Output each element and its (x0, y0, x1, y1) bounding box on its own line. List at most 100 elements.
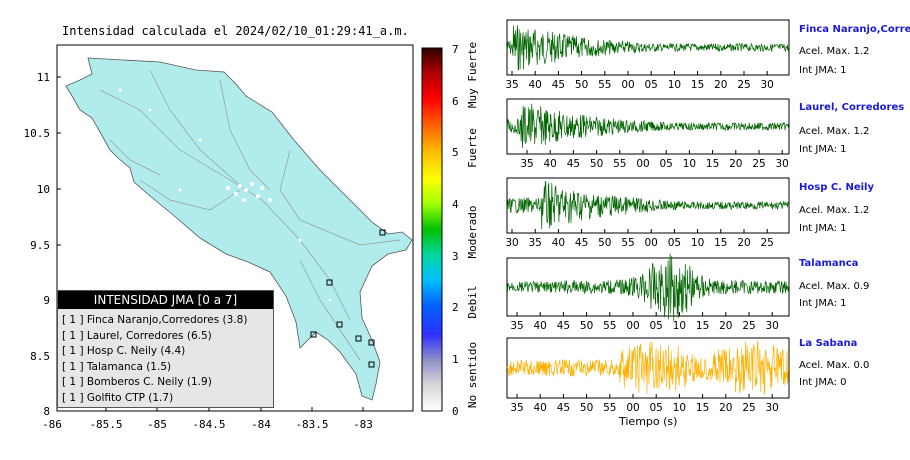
waveform-tick-label: 15 (691, 79, 704, 91)
waveform-trace (506, 340, 789, 395)
colorbar-label: Muy Fuerte (466, 42, 479, 108)
map-title: Intensidad calculada el 2024/02/10_01:29… (62, 24, 409, 38)
colorbar-tick: 6 (452, 95, 459, 108)
waveform-tick-label: 05 (650, 402, 663, 414)
waveform-tick-label: 30 (761, 79, 774, 91)
waveform-tick-label: 45 (567, 158, 580, 170)
colorbar-tick: 7 (452, 43, 459, 56)
waveform-tick-label: 15 (696, 402, 709, 414)
waveform-tick-label: 45 (575, 237, 588, 249)
waveform-tick-label: 05 (660, 158, 673, 170)
waveform-tick-label: 35 (505, 79, 518, 91)
x-tick-label: -85 (147, 418, 167, 431)
waveform-tick-label: 25 (752, 158, 765, 170)
waveform-tick-label: 10 (691, 237, 704, 249)
y-tick-label: 10 (37, 183, 50, 196)
waveform-tick-label: 40 (529, 79, 542, 91)
y-tick-label: 9 (43, 294, 50, 307)
station-accel: Acel. Max. 0.0 (799, 360, 870, 371)
legend-title: INTENSIDAD JMA [0 a 7] (58, 291, 273, 309)
colorbar-tick: 3 (452, 250, 459, 263)
legend-item: [ 1 ] Laurel, Corredores (6.5) (62, 329, 212, 342)
station-accel: Acel. Max. 1.2 (799, 46, 870, 57)
colorbar-tick: 1 (452, 353, 459, 366)
x-tick-label: -84 (251, 418, 271, 431)
y-tick-label: 9.5 (30, 239, 50, 252)
station-accel: Acel. Max. 1.2 (799, 205, 870, 216)
legend-item: [ 1 ] Finca Naranjo,Corredores (3.8) (62, 314, 248, 326)
waveform-tick-label: 25 (761, 237, 774, 249)
y-tick-label: 10.5 (24, 127, 51, 140)
waveform-tick-label: 50 (580, 402, 593, 414)
waveform-tick-label: 55 (613, 158, 626, 170)
waveform-frame (506, 257, 790, 317)
waveform-tick-label: 20 (719, 320, 732, 332)
waveform-tick-label: 55 (621, 237, 634, 249)
colorbar-label: Fuerte (466, 128, 479, 168)
waveform-tick-label: 15 (696, 320, 709, 332)
waveform-tick-label: 35 (529, 237, 542, 249)
waveform-tick-label: 20 (714, 79, 727, 91)
waveform-tick-label: 25 (742, 402, 755, 414)
waveform-tick-label: 05 (668, 237, 681, 249)
waveform-trace (506, 180, 789, 230)
waveform-tick-label: 00 (626, 320, 639, 332)
intensity-legend: INTENSIDAD JMA [0 a 7] [ 1 ] Finca Naran… (57, 290, 274, 408)
costa-rica-land (65, 57, 413, 401)
waveform-tick-label: 10 (683, 158, 696, 170)
x-tick-label: -85.5 (89, 418, 122, 431)
waveform-tick-label: 05 (650, 320, 663, 332)
waveform-tick-label: 55 (603, 320, 616, 332)
waveform-tick-label: 35 (520, 158, 533, 170)
waveform-tick-label: 45 (552, 79, 565, 91)
station-name: Laurel, Corredores (799, 102, 905, 113)
waveform-tick-label: 55 (598, 79, 611, 91)
legend-item: [ 1 ] Bomberos C. Neily (1.9) (62, 376, 212, 388)
waveform-tick-label: 20 (719, 402, 732, 414)
waveform-x-axis-label: Tiempo (s) (619, 415, 678, 428)
waveform-frame (506, 337, 790, 399)
x-tick-label: -86 (42, 418, 62, 431)
y-tick-label: 11 (37, 71, 50, 84)
y-tick-label: 8.5 (30, 350, 50, 363)
waveform-trace (506, 253, 789, 321)
intensity-colorbar (421, 47, 443, 412)
station-jma: Int JMA: 1 (799, 65, 847, 76)
waveform-tick-label: 10 (673, 402, 686, 414)
station-accel: Acel. Max. 1.2 (799, 126, 870, 137)
station-name: Hosp C. Neily (799, 182, 874, 193)
waveform-tick-label: 00 (626, 402, 639, 414)
station-jma: Int JMA: 1 (799, 144, 847, 155)
waveform-tick-label: 30 (776, 158, 789, 170)
waveform-tick-label: 30 (766, 402, 779, 414)
waveform-tick-label: 50 (580, 320, 593, 332)
waveform-tick-label: 30 (505, 237, 518, 249)
station-jma: Int JMA: 1 (799, 223, 847, 234)
waveform-tick-label: 30 (766, 320, 779, 332)
colorbar-tick: 2 (452, 301, 459, 314)
x-tick-label: -83.5 (295, 418, 328, 431)
waveform-tick-label: 10 (673, 320, 686, 332)
waveform-tick-label: 00 (636, 158, 649, 170)
city-points (118, 88, 332, 302)
y-tick-label: 8 (43, 405, 50, 418)
station-name: La Sabana (799, 338, 858, 349)
colorbar-label: Moderado (466, 206, 479, 259)
station-jma: Int JMA: 1 (799, 298, 847, 309)
waveform-tick-label: 10 (668, 79, 681, 91)
waveform-tick-label: 20 (737, 237, 750, 249)
waveform-tick-label: 35 (510, 402, 523, 414)
waveform-tick-label: 15 (706, 158, 719, 170)
waveform-tick-label: 40 (534, 320, 547, 332)
legend-item: [ 1 ] Golfito CTP (1.7) (62, 391, 174, 404)
x-tick-label: -84.5 (192, 418, 225, 431)
waveform-tick-label: 00 (621, 79, 634, 91)
waveform-trace (506, 25, 789, 71)
station-jma: Int JMA: 0 (799, 377, 847, 388)
legend-list: [ 1 ] Finca Naranjo,Corredores (3.8) [ 1… (58, 313, 273, 406)
station-accel: Acel. Max. 0.9 (799, 281, 870, 292)
waveform-tick-label: 45 (557, 320, 570, 332)
waveform-tick-label: 00 (645, 237, 658, 249)
waveform-tick-label: 40 (534, 402, 547, 414)
